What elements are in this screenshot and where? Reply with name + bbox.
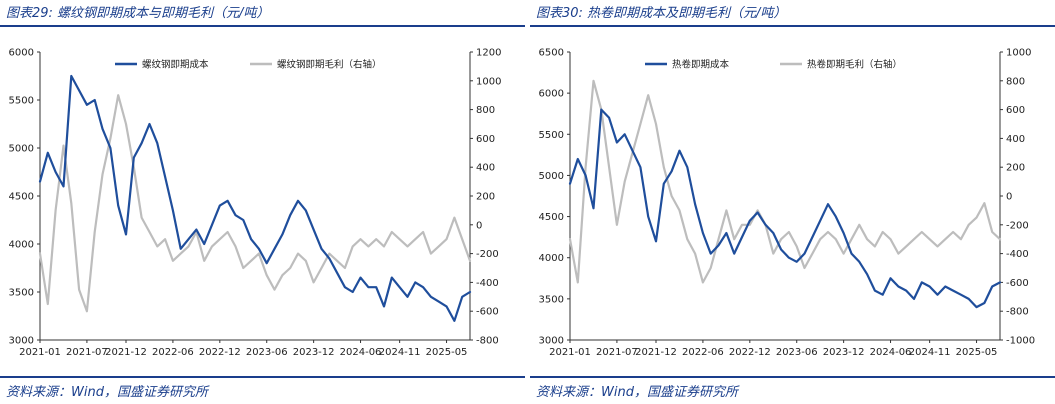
left-tick-label: 4000 [9, 240, 34, 251]
right-tick-label: -400 [476, 278, 499, 289]
line-chart-hot-coil: 30003500400045005000550060006500-1000-80… [539, 48, 1036, 359]
left-tick-label: 5500 [9, 96, 34, 107]
x-tick-label: 2021-01 [19, 347, 61, 358]
right-tick-label: 400 [476, 163, 495, 174]
margin-series-line [568, 79, 1002, 284]
right-tick-label: 600 [1006, 105, 1025, 116]
left-tick-label: 3000 [539, 336, 564, 347]
right-tick-label: 0 [476, 220, 482, 231]
source-rule [530, 376, 1055, 378]
right-tick-label: -1000 [1006, 336, 1035, 347]
x-tick-label: 2025-05 [426, 347, 468, 358]
x-tick-label: 2021-12 [635, 347, 677, 358]
right-tick-label: 600 [476, 134, 495, 145]
line-chart-rebar: 3000350040004500500055006000-800-600-400… [9, 48, 502, 359]
x-tick-label: 2024-06 [340, 347, 382, 358]
x-tick-label: 2024-11 [909, 347, 951, 358]
x-tick-label: 2023-12 [823, 347, 865, 358]
left-tick-label: 5000 [539, 171, 564, 182]
left-tick-label: 3000 [9, 336, 34, 347]
right-tick-label: 0 [1006, 192, 1012, 203]
x-tick-label: 2024-06 [870, 347, 912, 358]
left-tick-label: 4500 [539, 212, 564, 223]
right-tick-label: -200 [476, 249, 499, 260]
chart-panel-30: 图表30: 热卷即期成本及即期毛利（元/吨） 3000 3500 4000 4500 5… [530, 0, 1055, 404]
left-tick-label: 5500 [539, 130, 564, 141]
x-tick-label: 2021-07 [596, 347, 638, 358]
figure-title: 图表30: 热卷即期成本及即期毛利（元/吨） [536, 6, 787, 21]
left-tick-label: 4500 [9, 192, 34, 203]
margin-series-line [38, 94, 472, 313]
legend-label: 螺纹钢即期毛利（右轴） [277, 59, 382, 71]
right-tick-label: 400 [1006, 134, 1025, 145]
legend-label: 热卷即期成本 [672, 59, 730, 71]
x-tick-label: 2022-06 [152, 347, 194, 358]
right-tick-label: 200 [1006, 163, 1025, 174]
source-rule [0, 376, 525, 378]
right-tick-label: -800 [1006, 307, 1029, 318]
left-tick-label: 6000 [9, 48, 34, 59]
figure-title: 图表29: 螺纹钢即期成本与即期毛利（元/吨） [6, 6, 270, 21]
left-tick-label: 5000 [9, 144, 34, 155]
left-tick-label: 6000 [539, 89, 564, 100]
source-note: 资料来源：Wind，国盛证券研究所 [536, 385, 738, 400]
cost-series-line [568, 108, 1002, 309]
right-tick-label: 800 [476, 105, 495, 116]
x-tick-label: 2025-05 [956, 347, 998, 358]
x-tick-label: 2021-07 [66, 347, 108, 358]
left-tick-label: 4000 [539, 253, 564, 264]
legend-label: 螺纹钢即期成本 [142, 59, 209, 71]
x-tick-label: 2022-12 [729, 347, 771, 358]
right-tick-label: -600 [1006, 278, 1029, 289]
cost-series-line [38, 74, 472, 322]
right-tick-label: 800 [1006, 76, 1025, 87]
x-tick-label: 2021-12 [105, 347, 147, 358]
right-tick-label: 1200 [476, 48, 501, 59]
title-rule [530, 25, 1055, 27]
left-tick-label: 3500 [9, 288, 34, 299]
right-tick-label: 1000 [1006, 48, 1031, 59]
x-tick-label: 2022-06 [682, 347, 724, 358]
right-tick-label: -600 [476, 307, 499, 318]
left-tick-label: 6500 [539, 48, 564, 59]
chart-panel-29: 图表29: 螺纹钢即期成本与即期毛利（元/吨） 3000 3500 4000 4500… [0, 0, 525, 404]
legend-label: 热卷即期毛利（右轴） [807, 59, 902, 71]
right-tick-label: 200 [476, 192, 495, 203]
right-tick-label: -800 [476, 336, 499, 347]
right-tick-label: 1000 [476, 76, 501, 87]
x-tick-label: 2024-11 [379, 347, 421, 358]
title-rule [0, 25, 525, 27]
x-tick-label: 2023-12 [293, 347, 335, 358]
x-tick-label: 2022-12 [199, 347, 241, 358]
x-tick-label: 2021-01 [549, 347, 591, 358]
left-tick-label: 3500 [539, 294, 564, 305]
right-tick-label: -200 [1006, 220, 1029, 231]
x-tick-label: 2023-06 [776, 347, 818, 358]
x-tick-label: 2023-06 [246, 347, 288, 358]
source-note: 资料来源：Wind，国盛证券研究所 [6, 385, 208, 400]
right-tick-label: -400 [1006, 249, 1029, 260]
